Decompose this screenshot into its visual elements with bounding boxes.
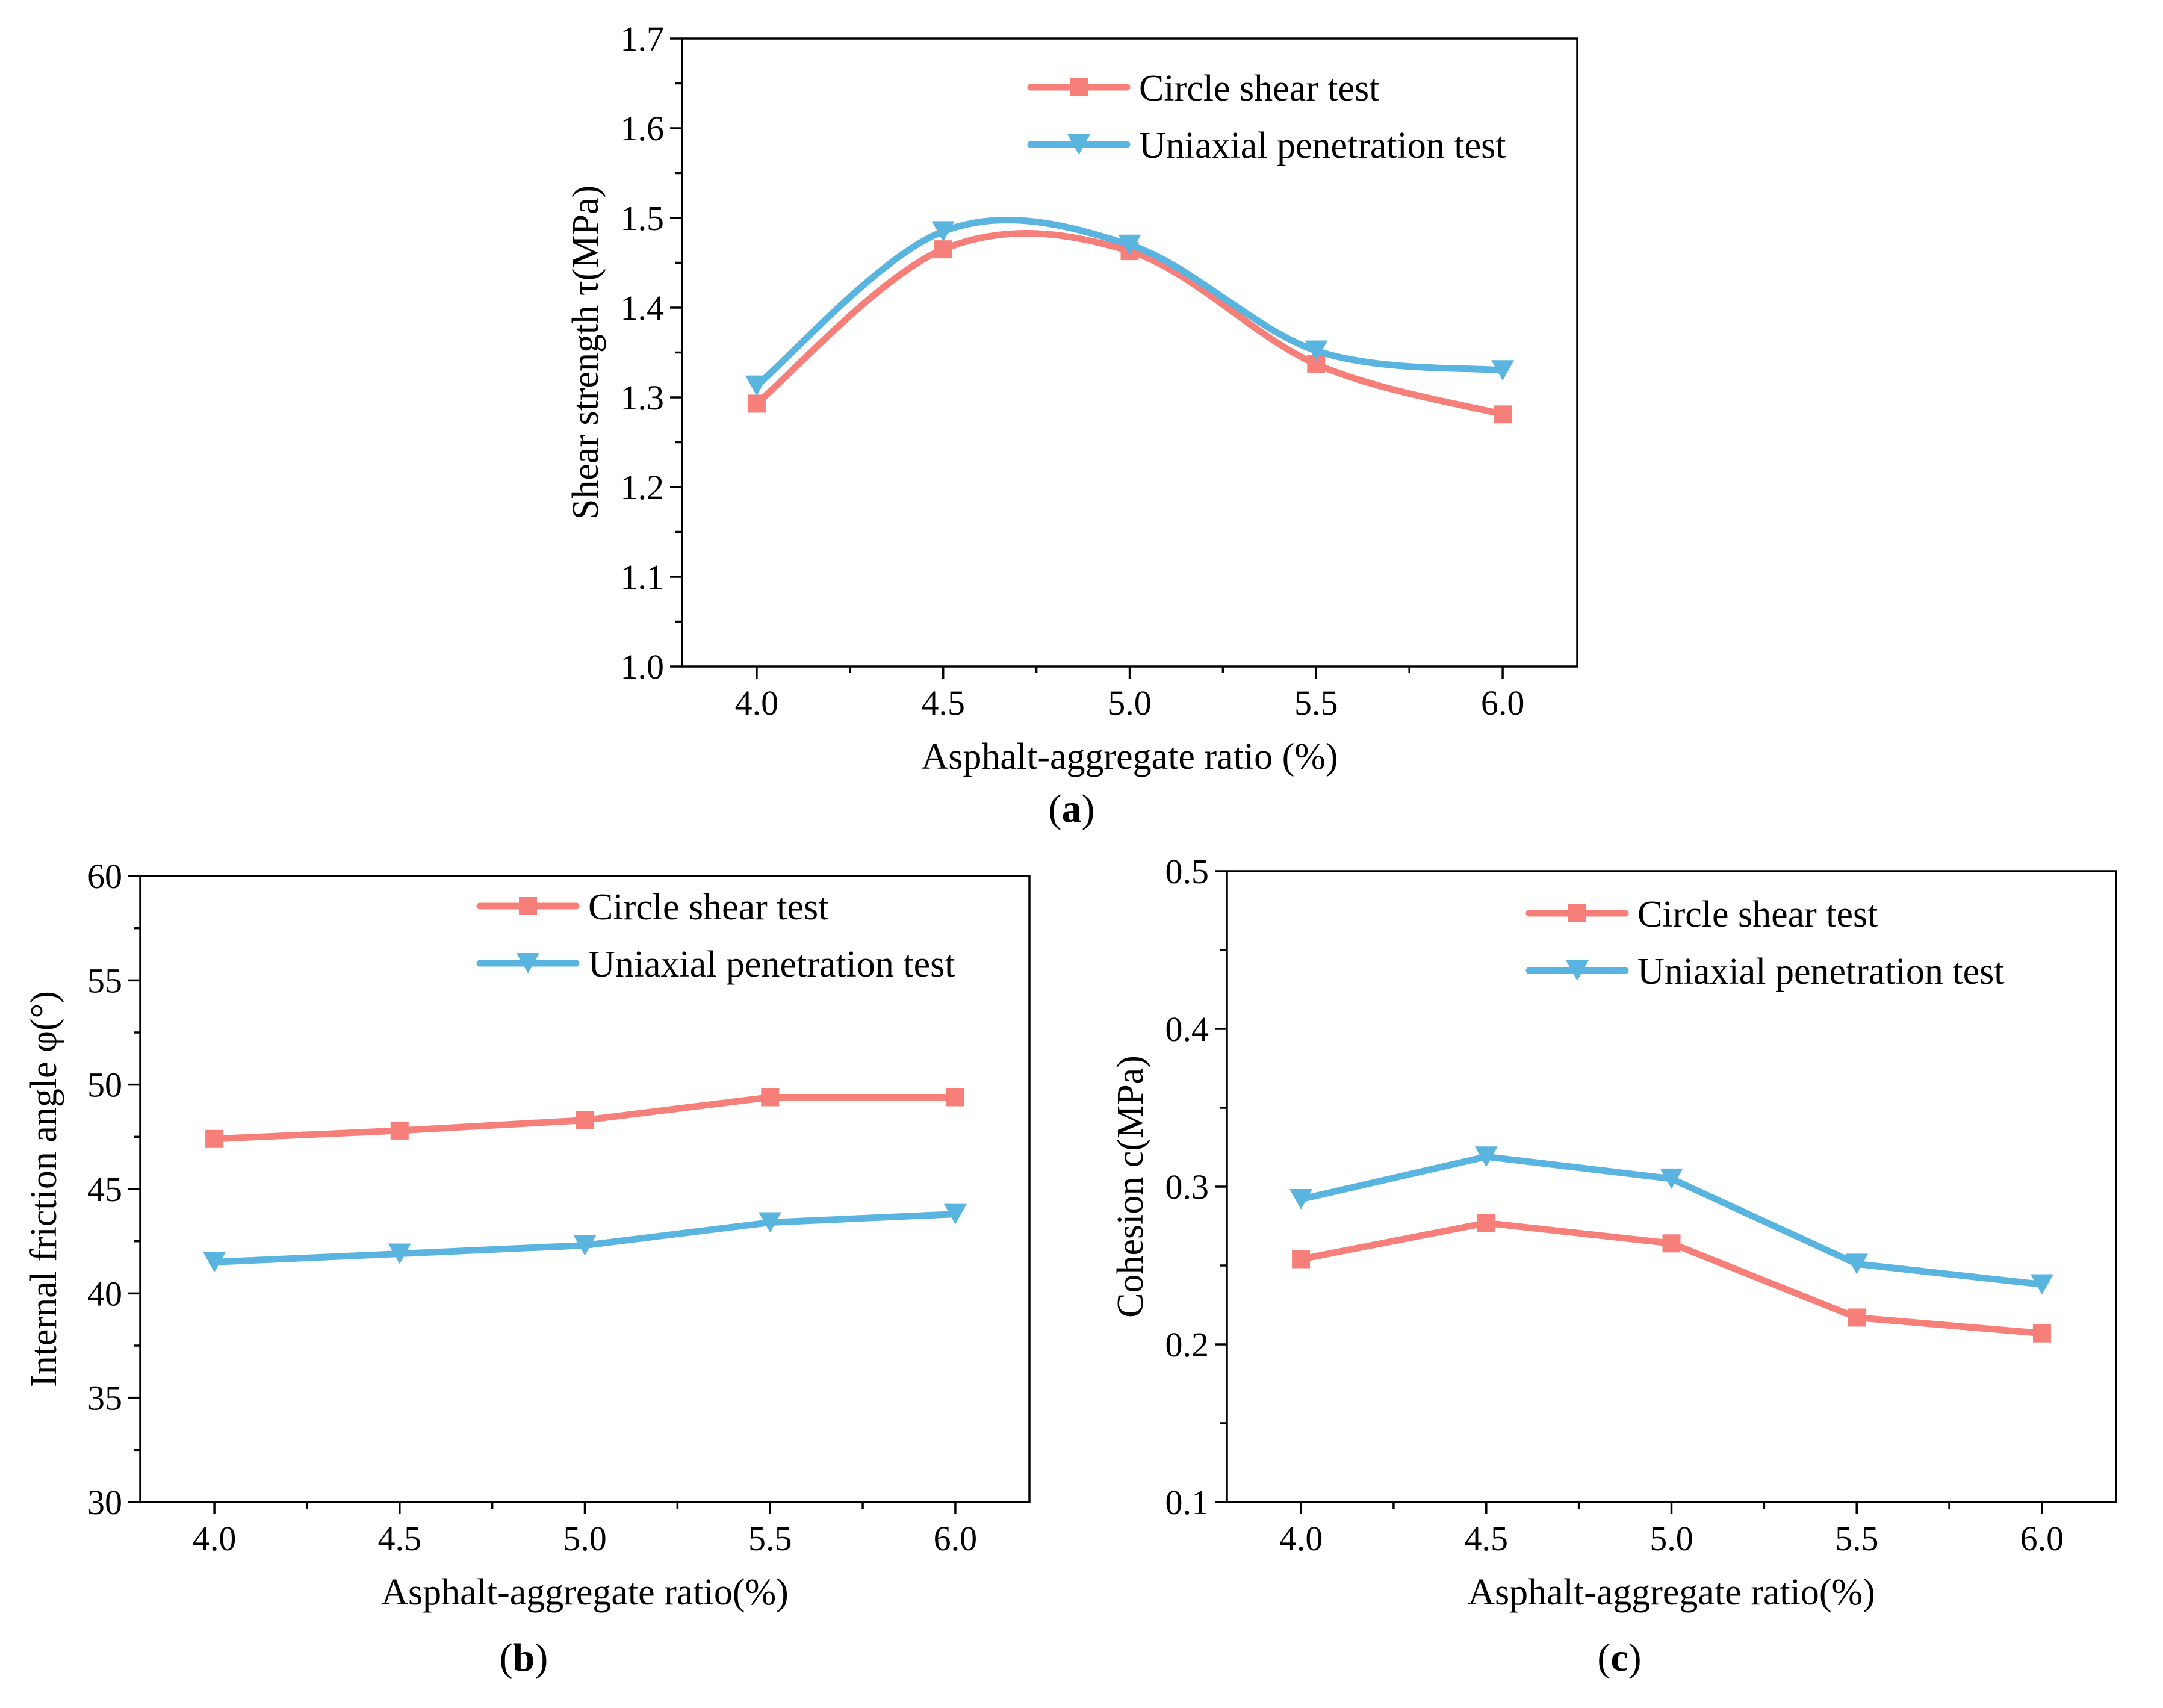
- panel-c-circle-shear-point: [1477, 1214, 1495, 1232]
- panel-a-label: (a): [1049, 787, 1095, 831]
- panel-b-label: (b): [500, 1636, 548, 1680]
- panel-a-y-tick-label: 1.6: [621, 109, 665, 148]
- panel-b-x-tick-label: 5.0: [563, 1519, 607, 1558]
- panel-b-legend-label: Circle shear test: [588, 887, 828, 928]
- panel-b-y-axis-title: Internal friction angle φ(°): [23, 991, 64, 1387]
- panel-c-circle-shear-point: [1662, 1234, 1681, 1253]
- panel-a-y-tick-label: 1.5: [621, 199, 665, 238]
- panel-c-legend-marker: [1568, 904, 1586, 922]
- panel-b-uniaxial-point: [759, 1212, 782, 1233]
- panel-a-y-tick-label: 1.3: [621, 378, 665, 417]
- panel-b-legend-marker: [519, 897, 537, 915]
- panel-c-label: (c): [1597, 1636, 1641, 1680]
- panel-c-y-tick-label: 0.3: [1165, 1167, 1209, 1206]
- panel-a-x-tick-label: 4.5: [921, 683, 965, 722]
- panel-c-uniaxial-point: [1474, 1146, 1498, 1167]
- panel-b-x-tick-label: 5.5: [748, 1519, 792, 1558]
- panel-a-circle-shear-point: [934, 240, 952, 259]
- panel-b-circle-shear-point: [946, 1088, 964, 1107]
- panel-a-uniaxial-point: [1491, 360, 1515, 381]
- panel-b-y-tick-label: 40: [87, 1274, 122, 1313]
- panel-a-y-tick-label: 1.0: [621, 647, 665, 686]
- panel-c-uniaxial-point: [2030, 1274, 2053, 1295]
- panel-a-legend-label: Circle shear test: [1139, 68, 1379, 109]
- panel-b-y-tick-label: 50: [87, 1066, 122, 1105]
- panel-b-circle-shear-point: [390, 1121, 409, 1140]
- panel-c-legend-label: Uniaxial penetration test: [1637, 951, 2004, 992]
- panel-a-uniaxial-point: [745, 375, 768, 396]
- panel-c-uniaxial-point: [1845, 1253, 1869, 1275]
- panel-a-circle-shear-point: [1494, 405, 1512, 424]
- panel-b-circle-shear-point: [576, 1111, 594, 1129]
- panel-b-uniaxial-point: [203, 1252, 226, 1273]
- panel-a-circle-shear-line: [753, 230, 1506, 418]
- panel-c-circle-shear-point: [1848, 1308, 1866, 1327]
- panel-c-circle-shear-point: [1292, 1250, 1311, 1269]
- panel-a-circle-shear-point: [747, 394, 766, 413]
- panel-c-uniaxial-point: [1289, 1188, 1313, 1210]
- panel-b-x-tick-label: 4.0: [193, 1519, 237, 1558]
- panel-c-x-tick-label: 4.0: [1279, 1519, 1323, 1558]
- panel-b-x-tick-label: 6.0: [934, 1519, 978, 1558]
- panel-b-circle-shear-point: [205, 1129, 224, 1148]
- panel-c-y-tick-label: 0.2: [1165, 1325, 1209, 1364]
- panel-c-x-tick-label: 4.5: [1465, 1519, 1509, 1558]
- panel-a-y-tick-label: 1.2: [621, 468, 665, 507]
- panel-a-y-tick-label: 1.4: [621, 288, 665, 328]
- panel-b-x-tick-label: 4.5: [378, 1519, 422, 1558]
- panel-c-legend-marker: [1566, 960, 1589, 981]
- panel-a-uniaxial-point: [931, 221, 955, 242]
- panel-c-y-axis-title: Cohesion c(MPa): [1110, 1055, 1151, 1318]
- panel-b-uniaxial-point: [388, 1243, 411, 1264]
- panel-a-y-tick-label: 1.1: [621, 557, 665, 597]
- panel-b-y-tick-label: 30: [87, 1483, 122, 1522]
- panel-b-y-tick-label: 60: [87, 857, 122, 896]
- panel-a-legend-marker: [1070, 78, 1088, 96]
- panel-a-legend-marker: [1067, 134, 1090, 155]
- panel-a-x-tick-label: 5.0: [1108, 683, 1152, 722]
- panel-b-uniaxial-point: [573, 1235, 597, 1256]
- panel-c-x-axis-title: Asphalt-aggregate ratio(%): [1468, 1572, 1875, 1613]
- panel-c-x-tick-label: 5.0: [1649, 1519, 1693, 1558]
- panel-a-y-tick-label: 1.7: [621, 19, 665, 58]
- panel-c-uniaxial-point: [1660, 1168, 1683, 1189]
- panel-b-y-tick-label: 55: [87, 961, 122, 1000]
- panel-a-legend-label: Uniaxial penetration test: [1139, 125, 1506, 166]
- panel-b-uniaxial-point: [943, 1203, 967, 1225]
- panel-b-y-tick-label: 45: [87, 1170, 122, 1209]
- panel-a-uniaxial-point: [1305, 340, 1328, 361]
- panel-b-y-tick-label: 35: [87, 1379, 122, 1418]
- panel-c-y-tick-label: 0.5: [1165, 852, 1209, 891]
- panel-b-circle-shear-point: [761, 1088, 780, 1107]
- panel-c-circle-shear-point: [2032, 1324, 2051, 1343]
- panel-b-x-axis-title: Asphalt-aggregate ratio(%): [381, 1572, 789, 1613]
- panel-a-x-tick-label: 5.5: [1294, 683, 1338, 722]
- panel-c-x-tick-label: 6.0: [2020, 1519, 2064, 1558]
- panel-c-legend-label: Circle shear test: [1637, 894, 1878, 935]
- panel-c-y-tick-label: 0.1: [1165, 1483, 1209, 1522]
- panel-a-x-axis-title: Asphalt-aggregate ratio (%): [921, 736, 1338, 777]
- panel-a-x-tick-label: 4.0: [735, 683, 779, 722]
- panel-b-legend-label: Uniaxial penetration test: [588, 944, 955, 985]
- panel-c-x-tick-label: 5.5: [1835, 1519, 1879, 1558]
- panel-a-uniaxial-point: [1118, 234, 1141, 255]
- panel-a-y-axis-title: Shear strength τ(MPa): [565, 185, 606, 520]
- panel-a-x-tick-label: 6.0: [1481, 683, 1525, 722]
- panel-b-legend-marker: [517, 953, 539, 974]
- panel-c-y-tick-label: 0.4: [1165, 1010, 1209, 1049]
